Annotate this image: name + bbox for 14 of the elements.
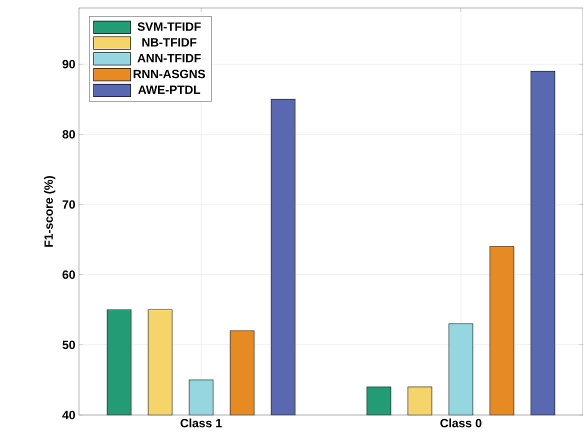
legend-label: NB-TFIDF [142, 38, 196, 46]
legend-label: AWE-PTDL [138, 86, 200, 94]
y-tick-label: 60 [62, 270, 75, 279]
x-tick-label: Class 0 [440, 418, 482, 428]
y-axis-title: F1-score (%) [44, 176, 56, 247]
y-tick-label: 90 [62, 60, 75, 68]
legend-label: RNN-ASGNS [134, 70, 206, 78]
legend-label: ANN-TFIDF [138, 54, 201, 62]
y-tick-label: 40 [62, 410, 75, 420]
legend-label: SVM-TFIDF [138, 22, 201, 31]
y-tick-label: 80 [62, 130, 75, 139]
y-tick-label: 50 [62, 340, 75, 350]
y-tick-label: 70 [62, 200, 75, 209]
x-tick-label: Class 1 [180, 418, 222, 428]
